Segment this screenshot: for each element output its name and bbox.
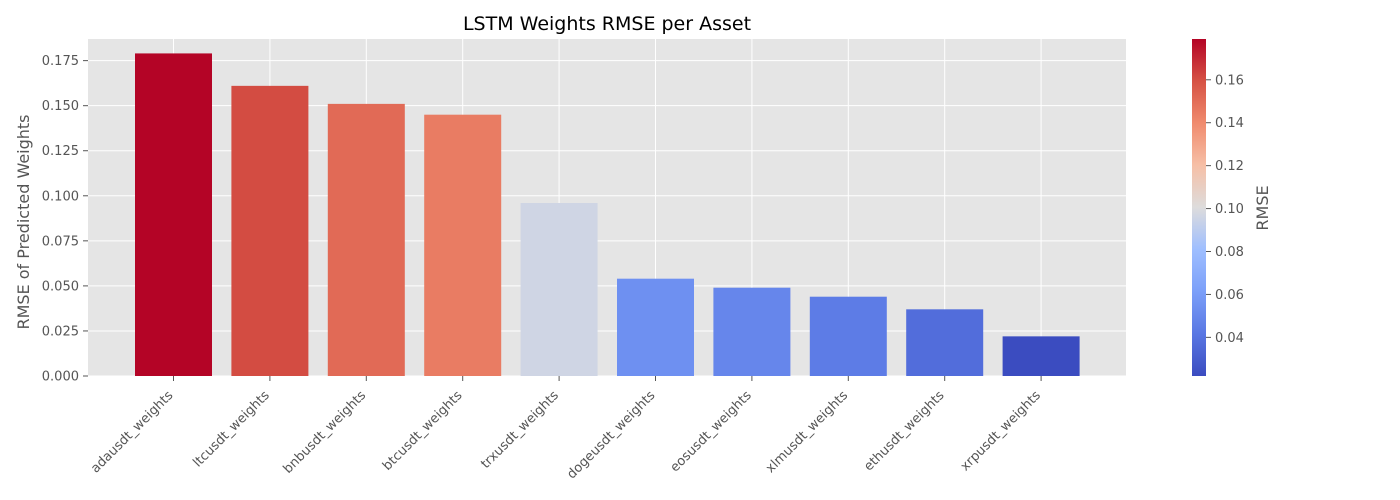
colorbar-tick-label: 0.06 — [1215, 288, 1244, 303]
x-axis: adausdt_weights ltcusdt_weights bnbusdt_we… — [88, 376, 1044, 482]
x-tick-label: trxusdt_weights — [478, 388, 562, 472]
colorbar-tick-label: 0.10 — [1215, 202, 1244, 217]
x-tick-label: adausdt_weights — [88, 388, 176, 476]
x-tick-label: xlmusdt_weights — [763, 388, 851, 476]
bar-xlmusdt-weights — [809, 296, 887, 376]
y-tick-label: 0.100 — [42, 189, 79, 204]
y-tick-label: 0.000 — [42, 370, 79, 385]
x-tick-label: btcusdt_weights — [380, 388, 466, 474]
chart-title: LSTM Weights RMSE per Asset — [463, 13, 751, 35]
y-tick-label: 0.075 — [42, 234, 79, 249]
x-tick-label: eosusdt_weights — [668, 388, 755, 475]
bar-dogeusdt-weights — [617, 278, 694, 376]
colorbar-label: RMSE — [1253, 185, 1272, 230]
colorbar-tick-label: 0.04 — [1215, 331, 1244, 346]
colorbar-tick-label: 0.16 — [1215, 73, 1244, 88]
bars — [135, 53, 1080, 376]
bar-xrpusdt-weights — [1002, 336, 1080, 376]
x-tick-label: xrpusdt_weights — [958, 388, 1044, 474]
colorbar-tick-label: 0.08 — [1215, 245, 1244, 260]
y-tick-label: 0.050 — [42, 279, 79, 294]
x-tick-label: dogeusdt_weights — [564, 388, 658, 482]
y-tick-label: 0.125 — [42, 144, 79, 159]
y-tick-label: 0.025 — [42, 324, 79, 339]
colorbar-tick-label: 0.12 — [1215, 159, 1244, 174]
colorbar — [1192, 39, 1206, 376]
bar-eosusdt-weights — [713, 287, 791, 376]
bar-btcusdt-weights — [424, 114, 502, 376]
bar-adausdt-weights — [135, 53, 212, 376]
colorbar-tick-label: 0.14 — [1215, 116, 1244, 131]
bar-trxusdt-weights — [520, 202, 598, 376]
colorbar-ticks: 0.04 0.06 0.08 0.10 0.12 0.14 0.16 — [1206, 73, 1244, 346]
bar-bnbusdt-weights — [327, 103, 405, 376]
y-tick-label: 0.150 — [42, 99, 79, 114]
bar-ltcusdt-weights — [231, 85, 309, 376]
x-tick-label: bnbusdt_weights — [281, 388, 370, 477]
y-tick-label: 0.175 — [42, 54, 79, 69]
x-tick-label: ethusdt_weights — [861, 388, 947, 474]
y-axis-label: RMSE of Predicted Weights — [14, 114, 33, 329]
bar-ethusdt-weights — [906, 309, 984, 376]
x-tick-label: ltcusdt_weights — [190, 388, 272, 470]
y-axis: 0.000 0.025 0.050 0.075 0.100 0.125 0.150 0.175 — [42, 54, 88, 385]
